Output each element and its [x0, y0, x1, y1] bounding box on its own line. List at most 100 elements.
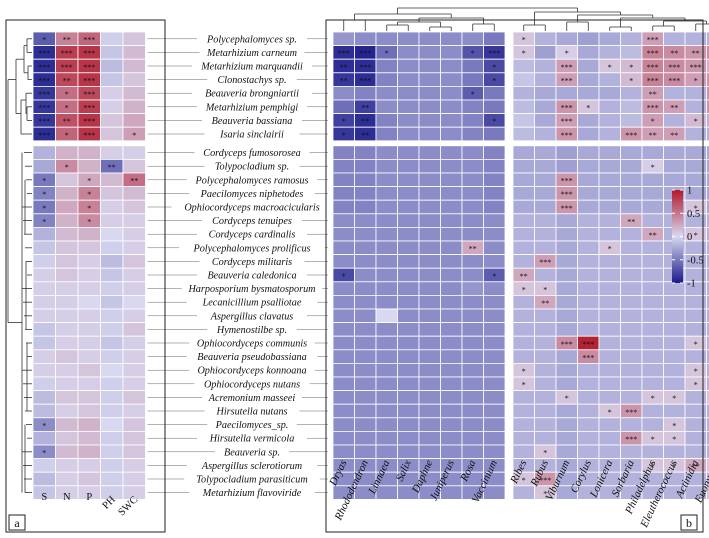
- plant-cell: [354, 417, 377, 432]
- panel-b-tag-box: [680, 514, 698, 531]
- env-cell: [100, 294, 124, 310]
- plant-cell: [512, 240, 535, 256]
- plant-cell: [332, 335, 355, 351]
- env-cell: [77, 322, 101, 337]
- env-cell: [77, 226, 101, 242]
- row-dendrogram: [7, 38, 32, 494]
- plant-cell: [555, 417, 578, 432]
- plant-cell: [332, 294, 355, 310]
- env-cell: [100, 126, 124, 142]
- plant-cell: [440, 267, 463, 283]
- plant-cell: [440, 99, 463, 115]
- env-cell: [55, 240, 79, 256]
- plant-cell: [418, 417, 441, 432]
- plant-cell: [512, 126, 535, 142]
- env-cell: [77, 281, 101, 296]
- plant-cell: [706, 45, 709, 60]
- significance-mark: **: [692, 49, 700, 58]
- plant-cell: [663, 308, 686, 324]
- env-cell: [100, 335, 124, 351]
- env-cell: [77, 390, 101, 405]
- significance-mark: ***: [625, 408, 637, 417]
- plant-cell: [641, 308, 664, 324]
- plant-cell: [440, 390, 463, 405]
- env-cell: [77, 403, 101, 419]
- env-column-label: N: [63, 492, 71, 503]
- plant-cell: [534, 145, 557, 160]
- env-cell: [32, 349, 56, 364]
- plant-cell: [332, 390, 355, 405]
- plant-cell: [706, 113, 709, 128]
- plant-cell: [354, 199, 377, 215]
- plant-cell: [663, 322, 686, 337]
- env-cell: [100, 86, 124, 101]
- plant-cell: [483, 31, 506, 47]
- plant-cell: [620, 226, 643, 242]
- env-cell: [55, 390, 79, 405]
- env-cell: [32, 267, 56, 283]
- plant-cell: [461, 444, 484, 460]
- plant-cell: [641, 349, 664, 364]
- significance-mark: *: [629, 63, 633, 72]
- plant-cell: [706, 308, 709, 324]
- legend-tick-label: -0.5: [687, 255, 704, 266]
- significance-mark: ***: [647, 104, 659, 113]
- significance-mark: **: [361, 131, 369, 140]
- plant-cell: [706, 390, 709, 405]
- significance-mark: *: [522, 381, 526, 390]
- row-label-bg: [186, 173, 318, 186]
- env-cell: [122, 458, 146, 473]
- plant-cell: [706, 458, 709, 473]
- row-label-bg: [197, 309, 307, 322]
- plant-cell: [577, 72, 600, 87]
- plant-cell: [620, 172, 643, 188]
- significance-mark: *: [672, 435, 676, 444]
- panel-a-box: [5, 19, 166, 533]
- plant-cell: [598, 31, 621, 47]
- plant-cell: [598, 86, 621, 101]
- plant-cell: [461, 113, 484, 128]
- plant-cell: [483, 362, 506, 378]
- plant-cell: [461, 322, 484, 337]
- plant-cell: [663, 349, 686, 364]
- plant-cell: [332, 213, 355, 228]
- significance-mark: *: [42, 190, 46, 199]
- significance-mark: *: [132, 131, 136, 140]
- plant-cell: [332, 444, 355, 460]
- plant-cell: [354, 240, 377, 256]
- row-label: Metarhizium carneum: [206, 48, 297, 59]
- significance-mark: *: [522, 49, 526, 58]
- plant-cell: [706, 99, 709, 115]
- plant-cell: [397, 430, 420, 446]
- plant-cell: [534, 113, 557, 128]
- env-cell: [100, 430, 124, 446]
- plant-cell: [706, 158, 709, 174]
- significance-mark: **: [340, 63, 348, 72]
- plant-cell: [598, 226, 621, 242]
- plant-cell: [706, 240, 709, 256]
- plant-cell: [555, 444, 578, 460]
- plant-cell: [440, 362, 463, 378]
- plant-cell: [397, 322, 420, 337]
- plant-cell: [577, 322, 600, 337]
- significance-mark: *: [694, 367, 698, 376]
- plant-cell: [512, 403, 535, 419]
- env-cell: [55, 430, 79, 446]
- plant-cell: [706, 322, 709, 337]
- env-cell: [122, 226, 146, 242]
- plant-cell: [512, 349, 535, 364]
- plant-cell: [620, 31, 643, 47]
- plant-cell: [461, 417, 484, 432]
- row-label: Metarhizium pemphigi: [205, 102, 299, 113]
- env-cell: [100, 349, 124, 364]
- env-cell: [122, 158, 146, 174]
- env-cell: [100, 145, 124, 160]
- plant-cell: [461, 308, 484, 324]
- plant-cell: [641, 294, 664, 310]
- plant-cell: [418, 186, 441, 201]
- plant-cell: [620, 199, 643, 215]
- plant-cell: [663, 403, 686, 419]
- significance-mark: *: [629, 76, 633, 85]
- env-cell: [77, 308, 101, 324]
- env-cell: [122, 99, 146, 115]
